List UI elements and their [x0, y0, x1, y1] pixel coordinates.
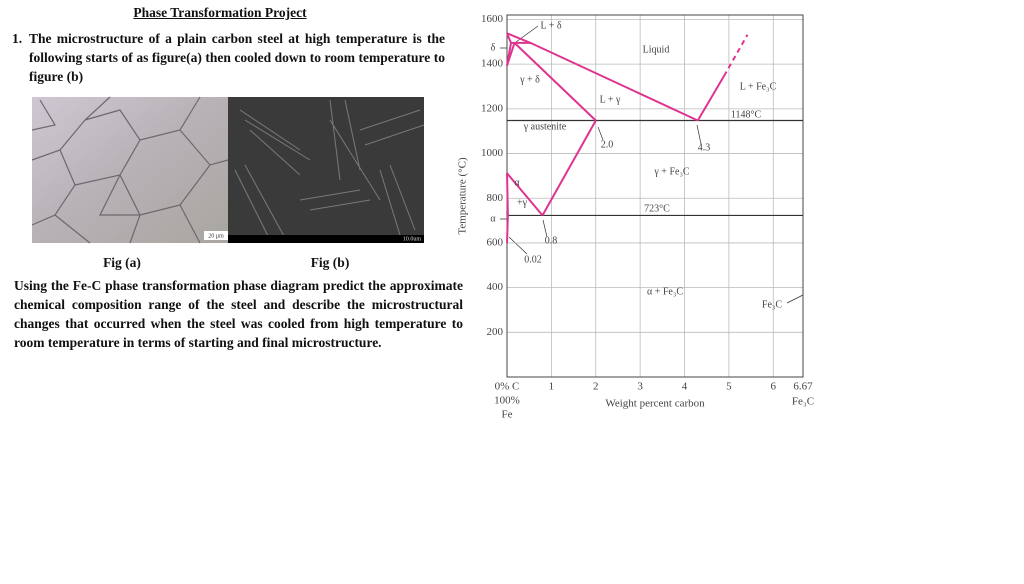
y-tick-label: 1400 — [481, 58, 504, 70]
region-label: α — [490, 213, 496, 224]
region-label: γ austenite — [523, 121, 567, 132]
region-label: α + Fe₃C — [647, 286, 683, 297]
phase-boundary-dashed — [723, 34, 749, 77]
x-sublabel: Fe₃C — [792, 396, 814, 408]
x-axis-title: Weight percent carbon — [605, 398, 705, 410]
x-tick-label: 3 — [637, 381, 643, 393]
region-label: L + δ — [540, 20, 561, 31]
y-tick-label: 600 — [487, 236, 504, 248]
fig-a: 20 µm — [31, 96, 229, 244]
scale-bar-label: 20 µm — [208, 233, 224, 239]
x-sublabel: Fe — [502, 409, 513, 421]
phase-boundary — [506, 42, 516, 66]
y-tick-label: 1000 — [481, 147, 504, 159]
y-tick-label: 1200 — [481, 102, 504, 114]
x-tick-label: 1 — [549, 381, 555, 393]
region-label: +γ — [517, 197, 528, 208]
isotherm-label: 1148°C — [731, 109, 762, 120]
region-label: α — [514, 177, 520, 188]
region-label: 2.0 — [601, 139, 614, 150]
region-label: γ + δ — [519, 74, 540, 85]
x-tick-label: 6.67 — [793, 381, 813, 393]
leader-lines — [500, 25, 804, 304]
region-label: Fe₃C — [762, 299, 782, 310]
x-tick-label: 6 — [771, 381, 777, 393]
y-tick-label: 800 — [487, 192, 504, 204]
region-label: δ — [491, 42, 496, 53]
region-label: Liquid — [643, 44, 670, 55]
y-tick-label: 400 — [487, 281, 504, 293]
phase-boundary — [506, 172, 544, 217]
phase-boundary — [506, 173, 509, 243]
y-tick-label: 200 — [487, 326, 504, 338]
question-number: 1. — [12, 31, 23, 46]
caption: Fig (b) — [310, 255, 350, 270]
fig-b: 10.0um — [228, 97, 425, 243]
isotherm-label: 723°C — [644, 203, 670, 214]
x-tick-label: 4 — [682, 381, 688, 393]
region-label: 4.3 — [698, 142, 711, 153]
question-text: The microstructure of a plain carbon ste… — [29, 31, 445, 84]
phase-boundary — [541, 120, 597, 216]
x-tick-label: 2 — [593, 381, 599, 393]
region-label: γ + Fe₃C — [653, 166, 690, 177]
prompt: Using the Fe-C phase transformation phas… — [14, 278, 463, 350]
region-label: 0.02 — [524, 254, 542, 265]
x-tick-label: 0% C — [495, 381, 520, 393]
caption: Fig (a) — [103, 255, 141, 270]
region-label: L + Fe₃C — [740, 81, 777, 92]
y-tick-label: 1600 — [481, 13, 504, 25]
phase-boundary — [696, 75, 725, 122]
region-label: L + γ — [600, 94, 621, 105]
scale-bar-label: 10.0um — [403, 236, 422, 242]
phase-boundary — [513, 42, 597, 122]
region-label: 0.8 — [545, 235, 558, 246]
question: 1. The microstructure of a plain carbon … — [12, 29, 445, 86]
title: Phase Transformation Project — [133, 5, 307, 20]
x-sublabel: 100% — [494, 395, 520, 407]
x-tick-label: 5 — [726, 381, 732, 393]
y-axis-title: Temperature (°C) — [457, 157, 469, 235]
